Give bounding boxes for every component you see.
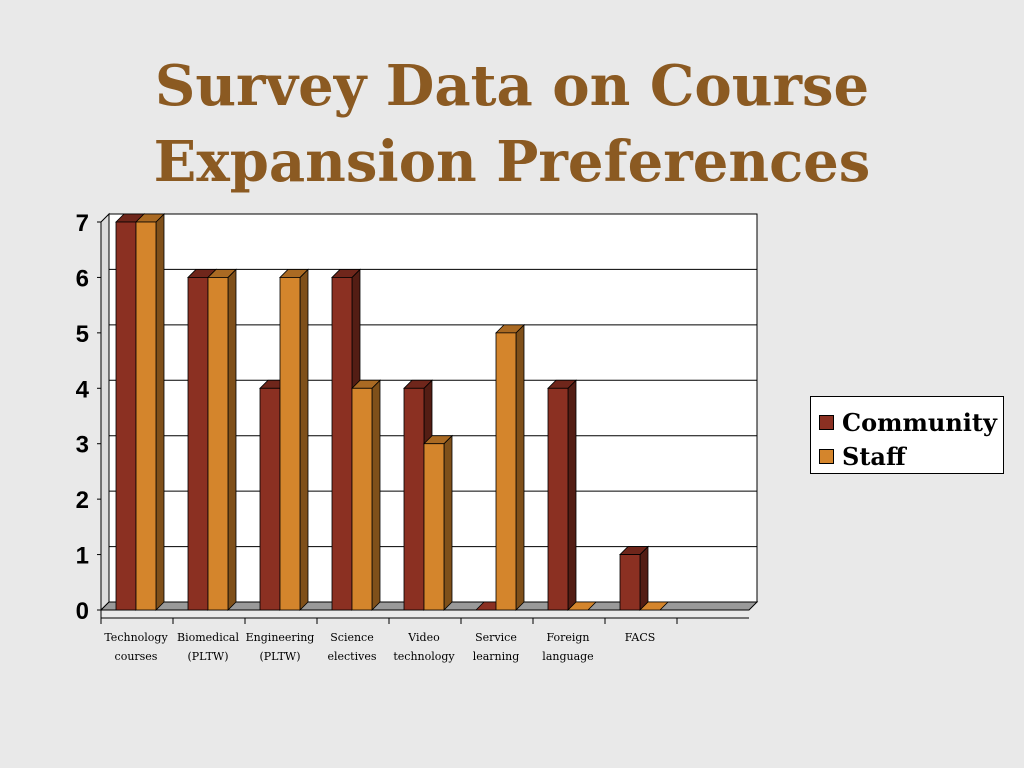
x-tick-label-2-1: (PLTW) bbox=[259, 650, 300, 663]
x-tick-label-3-1: electives bbox=[327, 650, 376, 663]
title-line-2: Expansion Preferences bbox=[153, 129, 871, 195]
bar-staff-6 bbox=[567, 601, 597, 611]
chart-axes: 0 1 2 3 4 5 6 7 Technology courses Biomedical (PLTW… bbox=[76, 210, 749, 663]
x-tick-label-2-0: Engineering bbox=[246, 631, 315, 644]
y-tick-label-2: 2 bbox=[76, 487, 89, 514]
chart-bars bbox=[115, 213, 669, 611]
bar-staff-0 bbox=[135, 213, 165, 611]
y-tick-label-1: 1 bbox=[76, 543, 89, 570]
bar-staff-7 bbox=[639, 601, 669, 611]
legend: Community Staff bbox=[810, 396, 1004, 474]
slide-title: Survey Data on Course Expansion Preferen… bbox=[0, 48, 1024, 200]
y-tick-label-6: 6 bbox=[76, 265, 89, 292]
x-tick-label-4-1: technology bbox=[393, 650, 455, 663]
x-tick-label-1-1: (PLTW) bbox=[187, 650, 228, 663]
legend-item-community: Community bbox=[819, 405, 1003, 439]
bar-staff-4 bbox=[423, 434, 453, 611]
bar-staff-5 bbox=[495, 323, 525, 611]
x-tick-label-4-0: Video bbox=[407, 631, 440, 644]
legend-swatch-community bbox=[819, 414, 834, 430]
title-line-1: Survey Data on Course bbox=[154, 53, 870, 119]
x-tick-label-1-0: Biomedical bbox=[177, 631, 239, 644]
bar-staff-1 bbox=[207, 268, 237, 611]
bar-community-6 bbox=[547, 379, 577, 611]
bar-community-7 bbox=[619, 545, 649, 611]
x-tick-label-7-0: FACS bbox=[625, 631, 656, 644]
legend-label-community: Community bbox=[842, 407, 997, 437]
y-tick-label-5: 5 bbox=[76, 321, 89, 348]
bar-staff-2 bbox=[279, 268, 309, 611]
x-tick-label-0-0: Technology bbox=[104, 631, 168, 644]
x-tick-label-6-0: Foreign bbox=[546, 631, 589, 644]
y-tick-label-7: 7 bbox=[76, 210, 89, 237]
legend-item-staff: Staff bbox=[819, 439, 1003, 473]
legend-swatch-staff bbox=[819, 448, 834, 464]
x-tick-label-5-1: learning bbox=[473, 650, 520, 663]
y-tick-label-3: 3 bbox=[76, 432, 89, 459]
y-tick-label-4: 4 bbox=[76, 376, 90, 403]
x-tick-label-6-1: language bbox=[542, 650, 593, 663]
bar-staff-3 bbox=[351, 379, 381, 611]
plot-side-wall bbox=[100, 212, 110, 612]
x-tick-label-5-0: Service bbox=[475, 631, 517, 644]
y-tick-label-0: 0 bbox=[76, 598, 89, 625]
x-tick-label-0-1: courses bbox=[115, 650, 158, 663]
legend-label-staff: Staff bbox=[842, 441, 906, 471]
x-tick-label-3-0: Science bbox=[330, 631, 373, 644]
